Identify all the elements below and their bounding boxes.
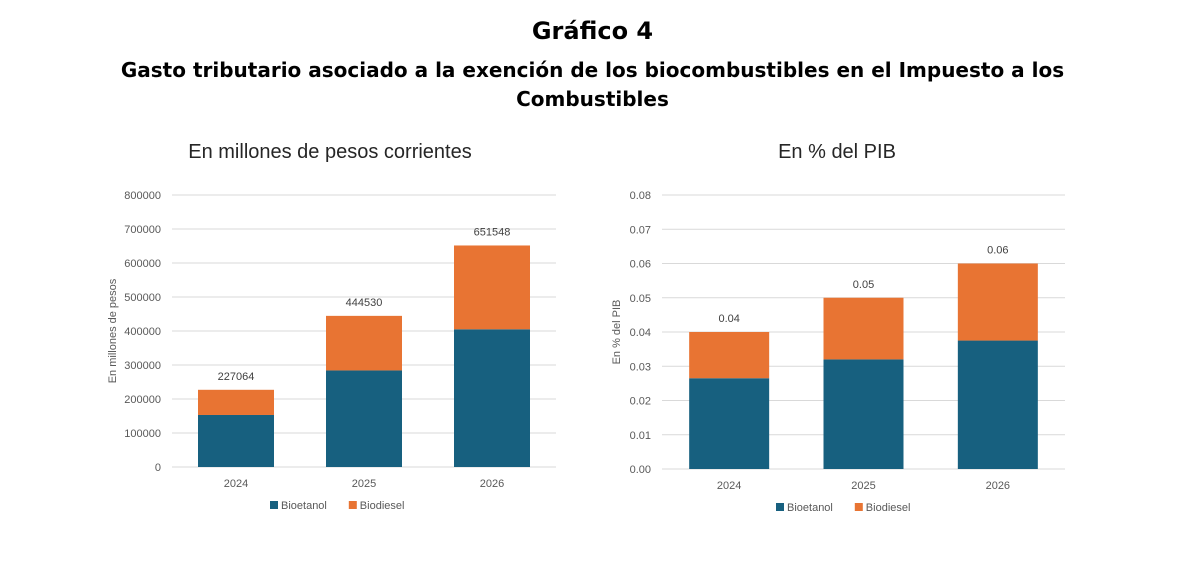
y-tick-label: 0.07 xyxy=(630,224,651,236)
x-tick-label: 2024 xyxy=(224,478,248,490)
bar-biodiesel-2025 xyxy=(326,315,402,371)
y-tick-label: 0.04 xyxy=(630,327,651,339)
page-subtitle: Gasto tributario asociado a la exención … xyxy=(120,58,1065,111)
legend-label-bioetanol: Bioetanol xyxy=(787,502,833,514)
x-tick-label: 2025 xyxy=(851,480,875,492)
legend-swatch-bioetanol xyxy=(270,501,278,509)
bar-bioetanol-2025 xyxy=(326,370,402,467)
y-axis-label: En % del PIB xyxy=(611,300,623,365)
data-label-total: 0.04 xyxy=(718,313,739,325)
data-label-total: 0.06 xyxy=(987,245,1008,257)
legend-label-biodiesel: Biodiesel xyxy=(360,500,405,512)
bar-bioetanol-2026 xyxy=(957,340,1038,469)
y-tick-label: 800000 xyxy=(124,190,161,202)
bar-biodiesel-2024 xyxy=(198,389,274,415)
bar-biodiesel-2026 xyxy=(454,245,530,330)
bar-biodiesel-2024 xyxy=(689,332,770,379)
data-label-total: 651548 xyxy=(474,226,511,238)
y-tick-label: 300000 xyxy=(124,360,161,372)
y-tick-label: 0.03 xyxy=(630,361,651,373)
x-tick-label: 2025 xyxy=(352,478,376,490)
chart-header: Gráfico 4 Gasto tributario asociado a la… xyxy=(0,14,1185,114)
data-label-total: 227064 xyxy=(218,371,255,383)
x-tick-label: 2026 xyxy=(986,480,1010,492)
y-tick-label: 100000 xyxy=(124,428,161,440)
x-tick-label: 2026 xyxy=(480,478,504,490)
y-tick-label: 400000 xyxy=(124,326,161,338)
y-tick-label: 0.01 xyxy=(630,430,651,442)
y-tick-label: 0.02 xyxy=(630,396,651,408)
y-tick-label: 0.06 xyxy=(630,259,651,271)
data-label-total: 444530 xyxy=(346,297,383,309)
y-tick-label: 0.08 xyxy=(630,190,651,202)
bar-biodiesel-2025 xyxy=(823,297,904,360)
y-tick-label: 0.05 xyxy=(630,293,651,305)
y-tick-label: 600000 xyxy=(124,258,161,270)
legend-swatch-biodiesel xyxy=(348,501,357,509)
y-tick-label: 500000 xyxy=(124,292,161,304)
y-axis-label: En millones de pesos xyxy=(107,278,119,383)
page-title: Gráfico 4 xyxy=(531,17,654,45)
bar-biodiesel-2026 xyxy=(957,263,1038,341)
chart-title: En millones de pesos corrientes xyxy=(188,141,471,163)
legend-swatch-bioetanol xyxy=(776,503,784,511)
data-label-total: 0.05 xyxy=(853,279,874,291)
x-tick-label: 2024 xyxy=(717,480,741,492)
bar-bioetanol-2024 xyxy=(689,378,770,469)
y-tick-label: 0 xyxy=(155,462,161,474)
bar-bioetanol-2025 xyxy=(823,359,904,469)
legend-swatch-biodiesel xyxy=(854,503,863,511)
bar-bioetanol-2024 xyxy=(198,414,274,467)
legend-label-biodiesel: Biodiesel xyxy=(866,502,911,514)
y-tick-label: 0.00 xyxy=(630,464,651,476)
y-tick-label: 200000 xyxy=(124,394,161,406)
chart-title: En % del PIB xyxy=(778,141,896,163)
y-tick-label: 700000 xyxy=(124,224,161,236)
legend-label-bioetanol: Bioetanol xyxy=(281,500,327,512)
bar-bioetanol-2026 xyxy=(454,329,530,467)
